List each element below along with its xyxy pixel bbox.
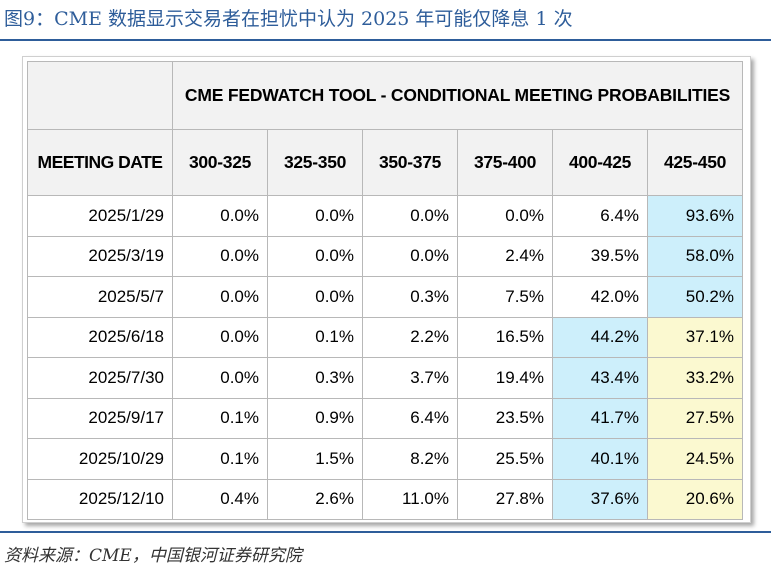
meeting-date-header: MEETING DATE xyxy=(27,129,173,196)
meeting-date-cell: 2025/1/29 xyxy=(27,195,173,237)
probability-cell: 8.2% xyxy=(362,438,458,480)
probability-cell: 6.4% xyxy=(552,195,648,237)
table-row: 2025/12/10 0.4% 2.6% 11.0% 27.8% 37.6% 20.6% xyxy=(27,478,743,520)
probability-cell: 19.4% xyxy=(457,357,553,399)
probability-cell: 23.5% xyxy=(457,397,553,439)
probability-cell: 0.0% xyxy=(172,357,268,399)
meeting-date-cell: 2025/3/19 xyxy=(27,235,173,277)
probability-cell: 37.6% xyxy=(552,478,648,520)
meeting-date-cell: 2025/6/18 xyxy=(27,316,173,358)
probability-cell: 33.2% xyxy=(647,357,743,399)
probability-cell: 0.0% xyxy=(172,276,268,318)
probability-cell: 16.5% xyxy=(457,316,553,358)
column-header: 350-375 xyxy=(362,129,458,196)
probability-cell: 11.0% xyxy=(362,478,458,520)
probability-cell: 58.0% xyxy=(647,235,743,277)
probability-cell: 24.5% xyxy=(647,438,743,480)
probability-cell: 7.5% xyxy=(457,276,553,318)
probability-cell: 2.6% xyxy=(267,478,363,520)
probability-cell: 27.8% xyxy=(457,478,553,520)
probability-cell: 0.1% xyxy=(267,316,363,358)
probability-cell: 0.9% xyxy=(267,397,363,439)
probability-cell: 1.5% xyxy=(267,438,363,480)
probability-cell: 40.1% xyxy=(552,438,648,480)
meeting-date-cell: 2025/12/10 xyxy=(27,478,173,520)
meeting-date-cell: 2025/5/7 xyxy=(27,276,173,318)
probability-cell: 0.0% xyxy=(267,235,363,277)
probability-cell: 0.3% xyxy=(267,357,363,399)
probability-cell: 0.0% xyxy=(267,276,363,318)
probability-cell: 37.1% xyxy=(647,316,743,358)
probability-cell: 0.0% xyxy=(267,195,363,237)
table-row: 2025/10/29 0.1% 1.5% 8.2% 25.5% 40.1% 24.5% xyxy=(27,438,743,480)
table-body: 2025/1/29 0.0% 0.0% 0.0% 0.0% 6.4% 93.6% 2025/3… xyxy=(27,195,743,520)
probability-cell: 2.2% xyxy=(362,316,458,358)
probability-cell: 0.0% xyxy=(457,195,553,237)
meeting-date-cell: 2025/9/17 xyxy=(27,397,173,439)
table-row: 2025/9/17 0.1% 0.9% 6.4% 23.5% 41.7% 27.5% xyxy=(27,397,743,439)
table-row: 2025/7/30 0.0% 0.3% 3.7% 19.4% 43.4% 33.2% xyxy=(27,357,743,399)
probability-cell: 3.7% xyxy=(362,357,458,399)
probability-cell: 44.2% xyxy=(552,316,648,358)
probability-table: CME FEDWATCH TOOL - CONDITIONAL MEETING … xyxy=(27,61,743,520)
probability-cell: 42.0% xyxy=(552,276,648,318)
column-header-row: MEETING DATE 300-325 325-350 350-375 375-40… xyxy=(27,129,743,196)
meeting-date-cell: 2025/10/29 xyxy=(27,438,173,480)
probability-cell: 0.1% xyxy=(172,438,268,480)
column-header: 300-325 xyxy=(172,129,268,196)
probability-cell: 0.1% xyxy=(172,397,268,439)
probability-cell: 0.0% xyxy=(172,316,268,358)
probability-cell: 6.4% xyxy=(362,397,458,439)
source-note: 资料来源：CME，中国银河证券研究院 xyxy=(4,546,302,566)
probability-cell: 0.0% xyxy=(172,195,268,237)
probability-cell: 0.0% xyxy=(362,235,458,277)
probability-cell: 27.5% xyxy=(647,397,743,439)
column-header: 425-450 xyxy=(647,129,743,196)
column-header: 400-425 xyxy=(552,129,648,196)
figure-title: 图9：CME 数据显示交易者在担忧中认为 2025 年可能仅降息 1 次 xyxy=(4,8,573,30)
table-row: 2025/6/18 0.0% 0.1% 2.2% 16.5% 44.2% 37.1% xyxy=(27,316,743,358)
probability-cell: 93.6% xyxy=(647,195,743,237)
probability-cell: 0.0% xyxy=(362,195,458,237)
super-header-row: CME FEDWATCH TOOL - CONDITIONAL MEETING … xyxy=(27,61,743,130)
table-row: 2025/1/29 0.0% 0.0% 0.0% 0.0% 6.4% 93.6% xyxy=(27,195,743,237)
column-header: 375-400 xyxy=(457,129,553,196)
probability-cell: 25.5% xyxy=(457,438,553,480)
top-divider xyxy=(0,39,771,41)
super-header: CME FEDWATCH TOOL - CONDITIONAL MEETING … xyxy=(172,61,743,130)
probability-cell: 0.4% xyxy=(172,478,268,520)
probability-cell: 20.6% xyxy=(647,478,743,520)
probability-cell: 2.4% xyxy=(457,235,553,277)
meeting-date-cell: 2025/7/30 xyxy=(27,357,173,399)
table-row: 2025/3/19 0.0% 0.0% 0.0% 2.4% 39.5% 58.0% xyxy=(27,235,743,277)
probability-cell: 0.3% xyxy=(362,276,458,318)
probability-cell: 43.4% xyxy=(552,357,648,399)
probability-cell: 41.7% xyxy=(552,397,648,439)
table-row: 2025/5/7 0.0% 0.0% 0.3% 7.5% 42.0% 50.2% xyxy=(27,276,743,318)
corner-cell xyxy=(27,61,173,130)
probability-cell: 0.0% xyxy=(172,235,268,277)
probability-cell: 50.2% xyxy=(647,276,743,318)
table-panel: CME FEDWATCH TOOL - CONDITIONAL MEETING … xyxy=(22,56,751,523)
column-header: 325-350 xyxy=(267,129,363,196)
probability-cell: 39.5% xyxy=(552,235,648,277)
bottom-divider xyxy=(0,531,771,533)
